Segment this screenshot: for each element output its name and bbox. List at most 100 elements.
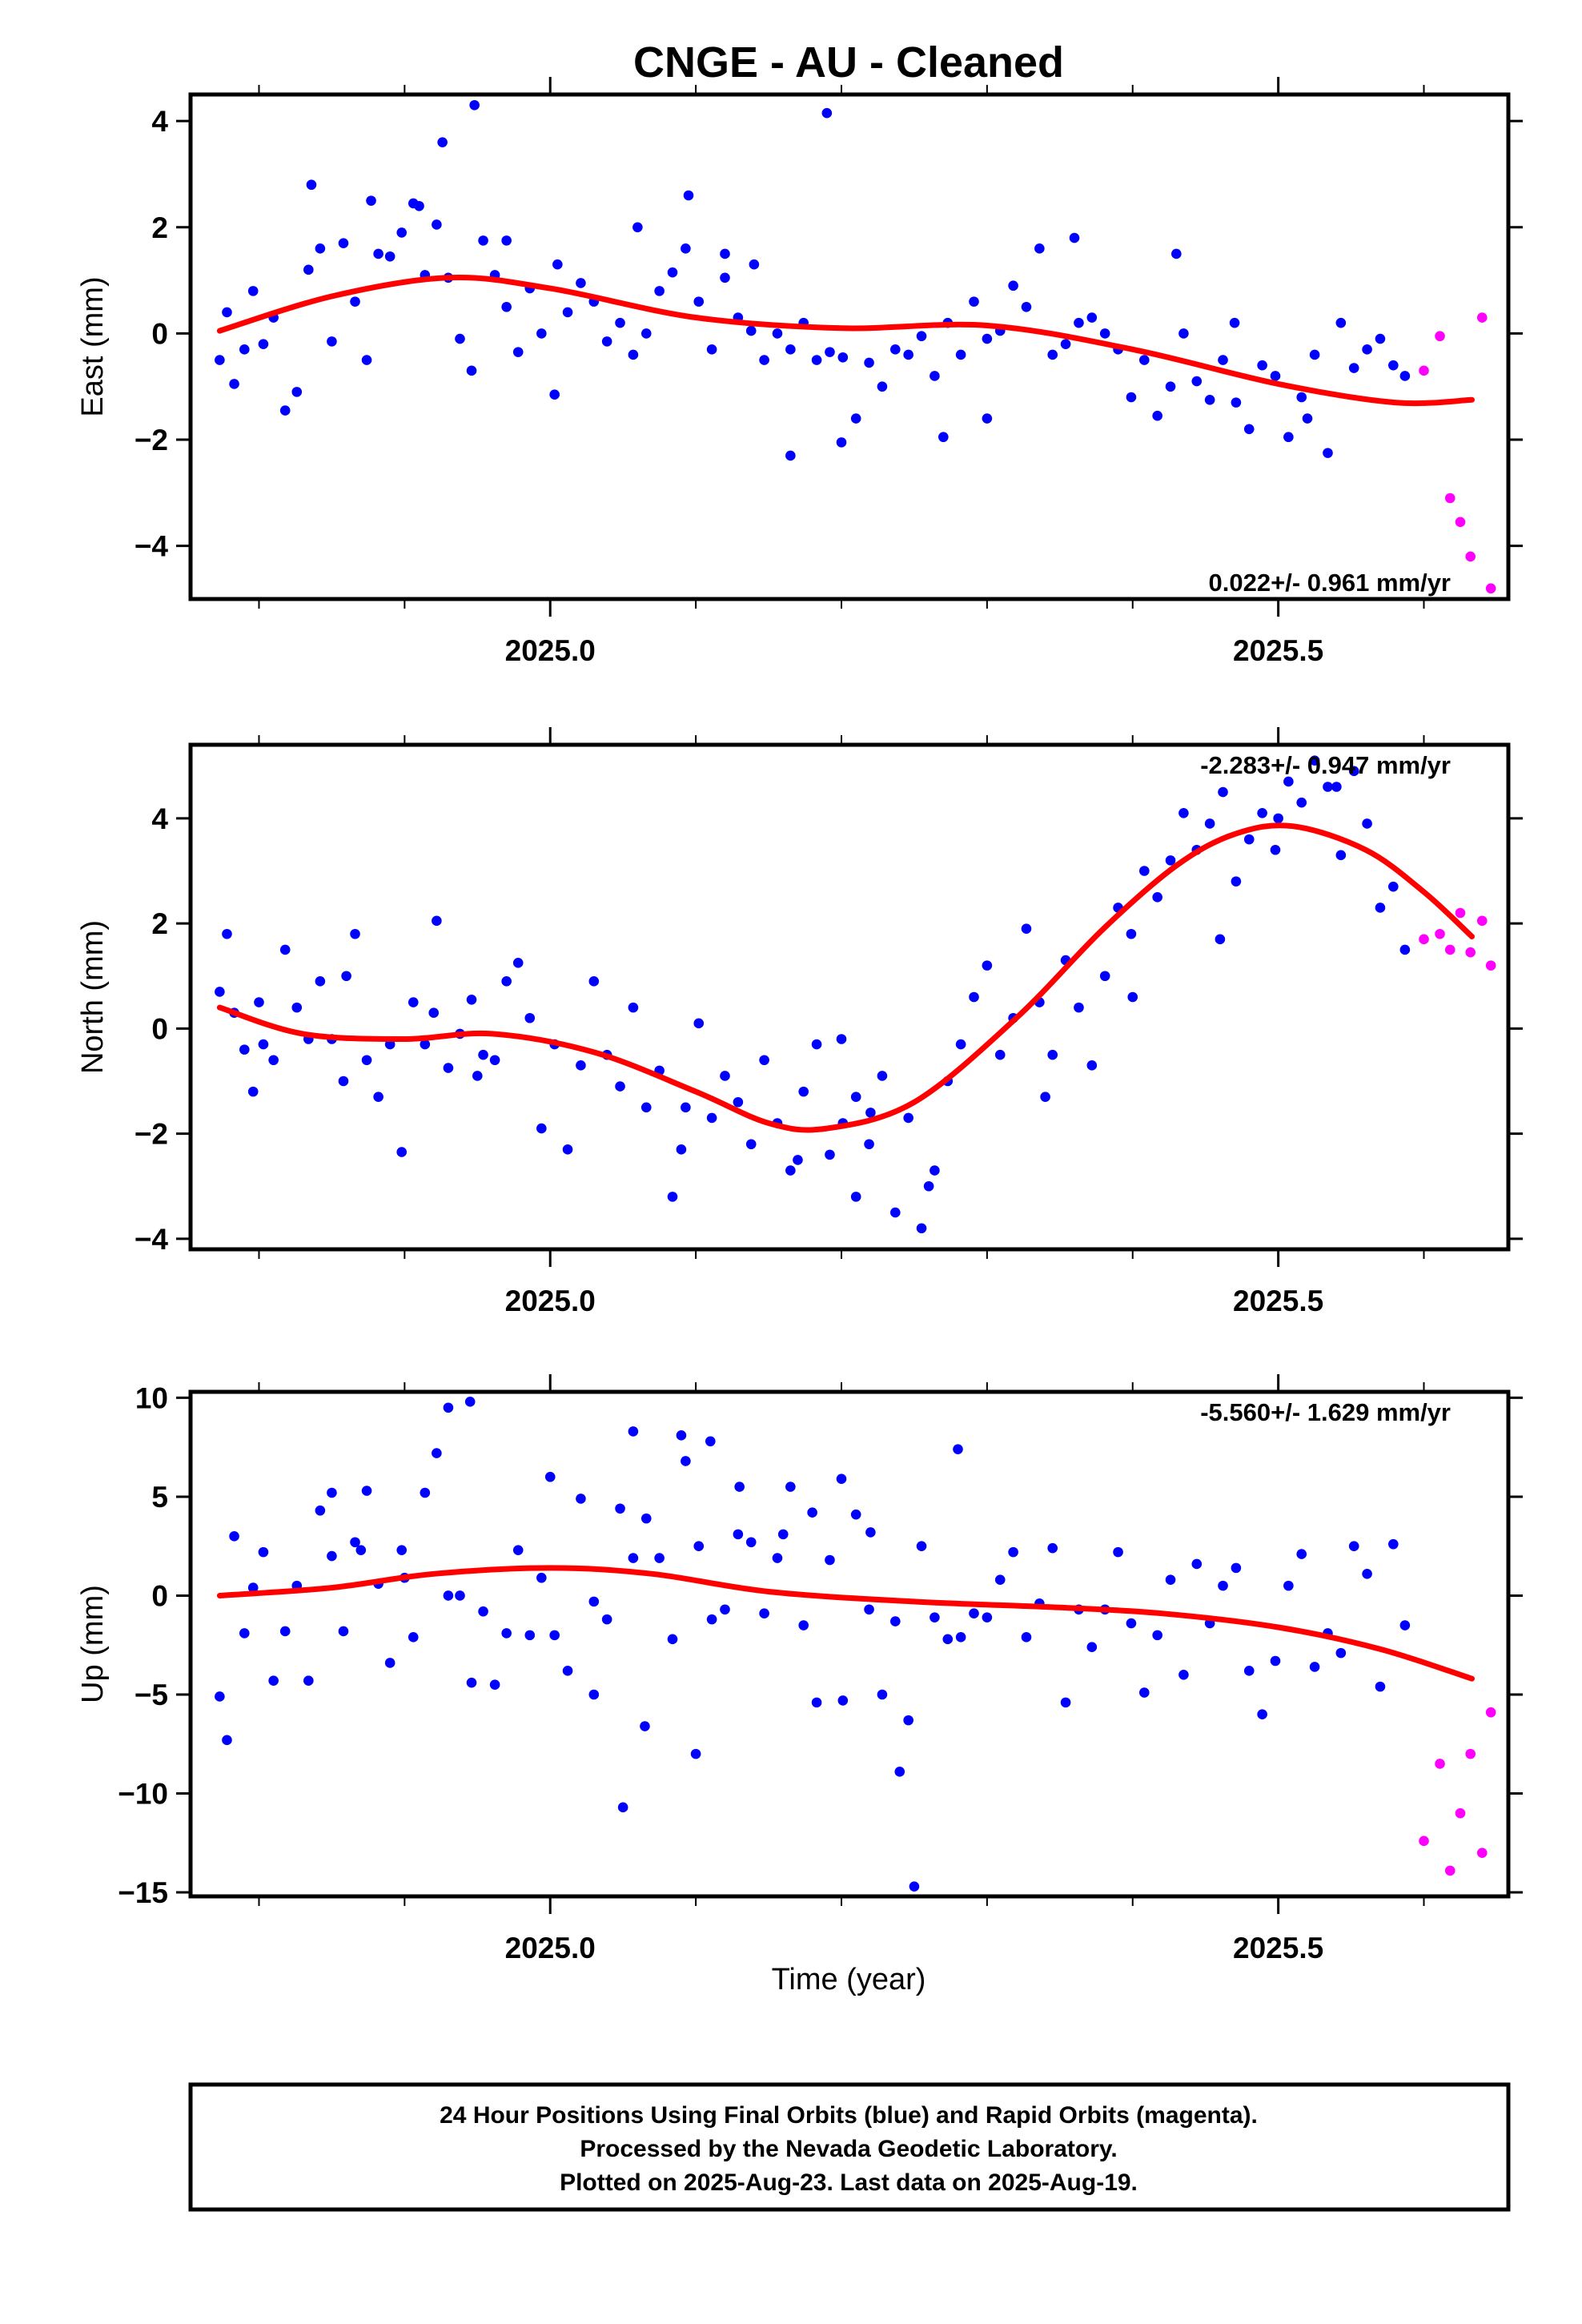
east-final-point [1257, 360, 1267, 371]
east-final-point [552, 259, 563, 270]
east-rapid-point [1476, 312, 1488, 323]
north-final-point [994, 1049, 1006, 1060]
north-final-point [693, 1018, 705, 1029]
north-y-tick-label: −2 [135, 1118, 168, 1151]
up-final-point [327, 1487, 337, 1498]
east-final-point [745, 325, 757, 336]
east-final-point [836, 437, 847, 448]
up-final-point [576, 1494, 586, 1504]
up-final-point [338, 1626, 349, 1637]
north-final-point [588, 976, 600, 987]
up-final-point [654, 1553, 665, 1563]
up-final-point [798, 1620, 809, 1630]
north-final-point [1126, 928, 1137, 939]
east-final-point [350, 296, 360, 307]
east-final-point [1047, 349, 1058, 360]
north-final-point [247, 1086, 259, 1097]
up-final-point [229, 1531, 239, 1542]
up-final-point [640, 1721, 650, 1731]
north-final-point [1335, 850, 1347, 861]
up-final-point [705, 1436, 716, 1447]
north-final-point [1165, 855, 1176, 866]
east-rapid-point [1455, 517, 1466, 528]
north-rate-label: -2.283+/- 0.947 mm/yr [1200, 751, 1451, 779]
east-final-point [720, 248, 730, 259]
up-final-point [303, 1675, 314, 1687]
north-rapid-point [1419, 934, 1429, 945]
up-final-point [1218, 1580, 1228, 1591]
north-rapid-point [1485, 960, 1496, 971]
north-final-point [1047, 1049, 1058, 1060]
north-final-point [850, 1192, 861, 1202]
up-final-point [982, 1612, 993, 1622]
east-final-point [222, 307, 232, 318]
north-final-point [1331, 782, 1342, 792]
east-final-point [785, 344, 796, 355]
up-rapid-point [1419, 1835, 1429, 1847]
up-final-point [807, 1507, 817, 1518]
up-final-point [432, 1448, 442, 1458]
up-final-point [1348, 1541, 1359, 1552]
east-final-point [469, 99, 480, 111]
up-final-point [720, 1604, 730, 1615]
up-rapid-point [1444, 1865, 1456, 1876]
up-final-point [640, 1513, 652, 1524]
up-final-point [909, 1881, 920, 1892]
up-final-point [894, 1767, 905, 1777]
east-final-point [1204, 395, 1215, 405]
north-final-point [969, 991, 979, 1003]
east-final-point [1335, 317, 1347, 328]
north-final-point [1399, 944, 1411, 955]
north-fit-line [216, 822, 1475, 1133]
up-final-point [420, 1487, 431, 1498]
up-final-point [489, 1679, 500, 1690]
east-final-point [982, 413, 993, 424]
north-final-point [877, 1071, 888, 1081]
east-final-point [501, 235, 512, 246]
north-final-point [1309, 755, 1320, 766]
north-x-tick-label: 2025.0 [505, 1285, 596, 1317]
north-final-point [836, 1034, 847, 1044]
north-final-point [268, 1055, 279, 1066]
east-final-point [1191, 376, 1203, 387]
north-final-point [955, 1039, 966, 1050]
north-y-tick-label: 0 [151, 1012, 168, 1045]
east-final-point [576, 278, 586, 288]
north-final-point [396, 1147, 408, 1157]
up-final-point [994, 1574, 1006, 1586]
up-final-point [408, 1632, 419, 1642]
up-final-point [1283, 1580, 1294, 1591]
east-y-tick-label: 2 [151, 211, 168, 244]
east-fit-line [216, 275, 1475, 407]
up-final-point [1152, 1630, 1162, 1641]
east-final-point [654, 286, 665, 296]
north-final-point [428, 1007, 440, 1018]
north-final-point [1388, 881, 1399, 892]
north-final-point [478, 1049, 488, 1060]
up-final-point [268, 1675, 279, 1687]
up-final-point [733, 1529, 744, 1540]
up-final-point [836, 1474, 847, 1485]
north-final-point [681, 1102, 691, 1113]
east-y-axis-label: East (mm) [76, 276, 110, 416]
north-final-point [916, 1223, 927, 1234]
east-final-point [889, 344, 901, 355]
north-final-point [706, 1112, 717, 1124]
up-final-point [1335, 1647, 1347, 1659]
up-y-tick-label: 0 [151, 1579, 168, 1612]
east-final-point [969, 296, 979, 307]
east-final-point [772, 328, 783, 339]
east-final-point [1270, 371, 1281, 381]
up-final-point [889, 1616, 901, 1626]
up-final-point [279, 1626, 291, 1637]
north-final-point [501, 976, 512, 987]
footer-line-1: 24 Hour Positions Using Final Orbits (bl… [440, 2102, 1258, 2129]
up-final-point [1126, 1618, 1137, 1629]
north-final-point [1270, 844, 1281, 855]
east-final-point [1126, 392, 1137, 403]
east-final-point [938, 432, 949, 443]
north-final-point [759, 1055, 769, 1066]
east-final-point [615, 317, 625, 328]
east-final-point [601, 336, 612, 347]
